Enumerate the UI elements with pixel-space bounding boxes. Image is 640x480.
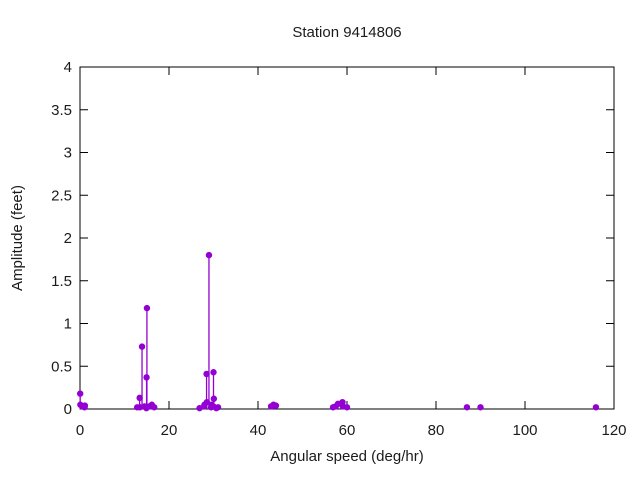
y-tick-label: 0.5 xyxy=(51,358,72,375)
data-point xyxy=(214,404,222,411)
x-tick-label: 60 xyxy=(339,422,356,439)
y-tick-label: 4 xyxy=(64,59,72,76)
axes: 0 20 40 60 80 100 120 0 0.5 1 1.5 2 2.5 3 3.5 4 xyxy=(51,59,626,439)
y-tick-label: 2.5 xyxy=(51,187,72,204)
y-tick-label: 1.5 xyxy=(51,273,72,290)
y-axis-label: Amplitude (feet) xyxy=(9,185,26,291)
data-point xyxy=(143,304,151,312)
data-point xyxy=(203,370,210,378)
y-tick-label: 3 xyxy=(64,145,72,162)
data-point xyxy=(136,394,143,402)
y-tick-label: 3.5 xyxy=(51,102,72,119)
data-point xyxy=(76,390,84,397)
chart-title: Station 9414806 xyxy=(292,24,401,41)
x-tick-label: 80 xyxy=(428,422,445,439)
x-tick-label: 120 xyxy=(601,422,626,439)
data-point xyxy=(138,343,146,350)
x-axis-label: Angular speed (deg/hr) xyxy=(270,448,423,465)
data-point xyxy=(210,369,217,376)
y-tick-label: 0 xyxy=(64,401,72,418)
y-tick-label: 1 xyxy=(64,316,72,333)
data-point xyxy=(343,404,351,411)
data-point xyxy=(272,402,280,409)
plot-border xyxy=(79,66,615,410)
x-tick-label: 0 xyxy=(76,422,84,439)
x-tick-label: 40 xyxy=(250,422,267,439)
data-point xyxy=(151,404,158,411)
data-point xyxy=(592,404,600,411)
data-point xyxy=(210,395,218,402)
x-tick-label: 100 xyxy=(512,422,537,439)
data-point xyxy=(81,402,89,409)
series-impulses xyxy=(76,251,600,412)
data-point xyxy=(463,404,471,411)
x-tick-label: 20 xyxy=(161,422,178,439)
data-point xyxy=(477,404,484,411)
y-tick-label: 2 xyxy=(64,230,72,247)
data-point xyxy=(205,251,213,259)
